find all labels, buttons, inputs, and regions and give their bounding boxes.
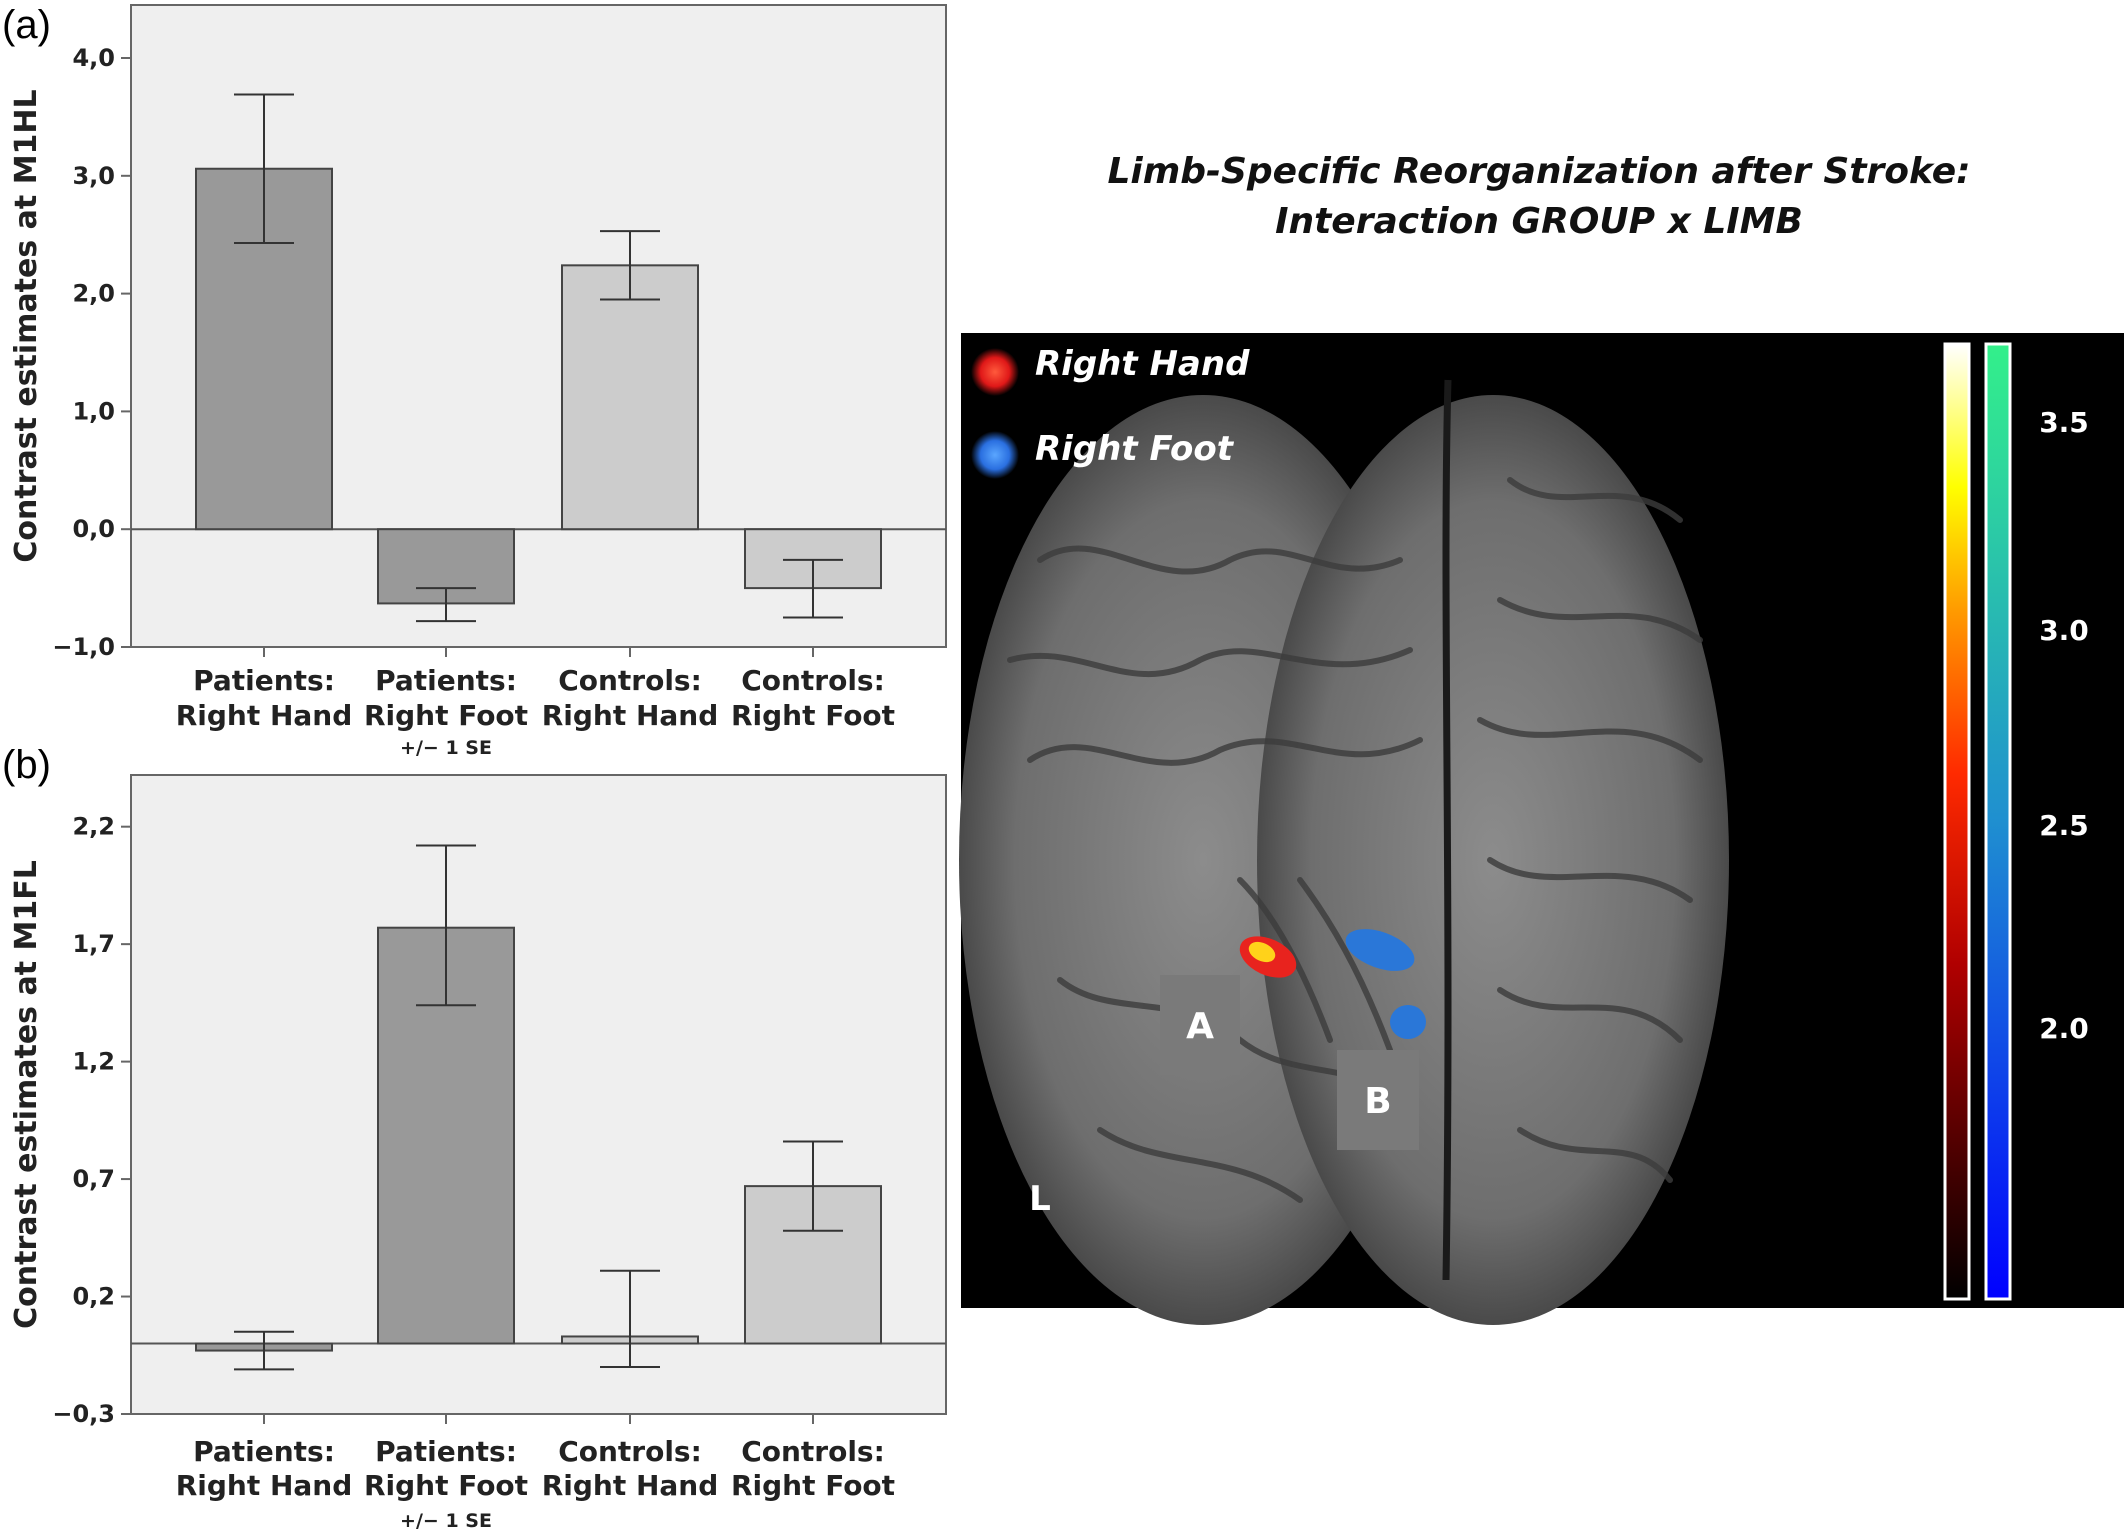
- colorbar-tick-label: 2.0: [2039, 1012, 2089, 1045]
- y-tick-label: 4,0: [72, 44, 115, 72]
- category-label: Patients:: [375, 664, 517, 697]
- panel-label: (b): [2, 743, 51, 787]
- y-tick-label: −1,0: [52, 633, 115, 661]
- y-axis-label: Contrast estimates at M1FL: [9, 860, 44, 1329]
- y-tick-label: 1,0: [72, 397, 115, 425]
- legend-right-foot-label: Right Foot: [1035, 429, 1235, 469]
- colorbar-tick-label: 2.5: [2039, 809, 2089, 842]
- error-bar-note: +/− 1 SE: [400, 737, 492, 759]
- colorbar-hot: [1943, 342, 1971, 1301]
- y-tick-label: 0,0: [72, 515, 115, 543]
- category-label: Right Hand: [176, 1469, 353, 1502]
- brain-title-line2: Interaction GROUP x LIMB: [1275, 201, 1803, 242]
- legend: Right Hand Right Foot: [971, 344, 1250, 479]
- category-label: Right Foot: [364, 699, 528, 732]
- activation-right-foot-blobs: [1345, 929, 1426, 1039]
- bar: [561, 264, 699, 531]
- legend-right-hand-swatch: [971, 348, 1019, 396]
- legend-right-foot-swatch: [971, 431, 1019, 479]
- category-label: Right Foot: [731, 699, 895, 732]
- category-label: Patients:: [375, 1435, 517, 1468]
- region-label-a-text: A: [1186, 1006, 1214, 1047]
- category-label: Controls:: [741, 1435, 885, 1468]
- region-label-b-text: B: [1364, 1081, 1391, 1122]
- legend-right-hand-label: Right Hand: [1035, 344, 1250, 384]
- category-label: Controls:: [558, 664, 702, 697]
- error-bar-note: +/− 1 SE: [400, 1510, 492, 1532]
- colorbar-cool: [1984, 342, 2012, 1301]
- category-label: Right Foot: [731, 1469, 895, 1502]
- chart-panel-b: (b) −0,3 0,2 0,7 1,2 1,7 2,2 Contrast estimates…: [2, 743, 947, 1532]
- category-label: Controls:: [558, 1435, 702, 1468]
- brain-figure: Limb-Specific Reorganization after Strok…: [959, 151, 2124, 1325]
- y-tick-label: 0,7: [72, 1165, 115, 1193]
- y-tick-label: 0,2: [72, 1283, 115, 1311]
- colorbar-tick-label: 3.5: [2039, 406, 2089, 439]
- y-tick-label: 1,7: [72, 930, 115, 958]
- panel-label: (a): [2, 3, 51, 47]
- y-tick-label: 1,2: [72, 1048, 115, 1076]
- category-label: Right Foot: [364, 1469, 528, 1502]
- y-axis-label: Contrast estimates at M1HL: [9, 89, 44, 562]
- colorbar-tick-label: 3.0: [2039, 614, 2089, 647]
- brain-title-line1: Limb-Specific Reorganization after Strok…: [1107, 151, 1970, 192]
- y-tick-label: 2,2: [72, 813, 115, 841]
- interhemispheric-fissure: [1442, 379, 1452, 1281]
- region-label-b: B: [1337, 1050, 1419, 1150]
- y-tick-label: −0,3: [52, 1400, 115, 1428]
- y-tick-label: 3,0: [72, 162, 115, 190]
- category-label: Right Hand: [542, 1469, 719, 1502]
- category-label: Right Hand: [176, 699, 353, 732]
- category-label: Right Hand: [542, 699, 719, 732]
- colorbars: 3.5 3.0 2.5 2.0: [1943, 342, 2089, 1301]
- category-label: Controls:: [741, 664, 885, 697]
- activation-right-hand-blob: [1239, 936, 1297, 978]
- region-label-a: A: [1160, 975, 1240, 1075]
- y-tick-label: 2,0: [72, 280, 115, 308]
- brain-render: [959, 379, 1729, 1325]
- category-label: Patients:: [193, 664, 335, 697]
- chart-panel-a: (a) −1,0 0,0 1,0 2,0 3,0 4,0 Contrast estimates…: [2, 3, 947, 759]
- side-label: L: [1029, 1179, 1051, 1219]
- category-label: Patients:: [193, 1435, 335, 1468]
